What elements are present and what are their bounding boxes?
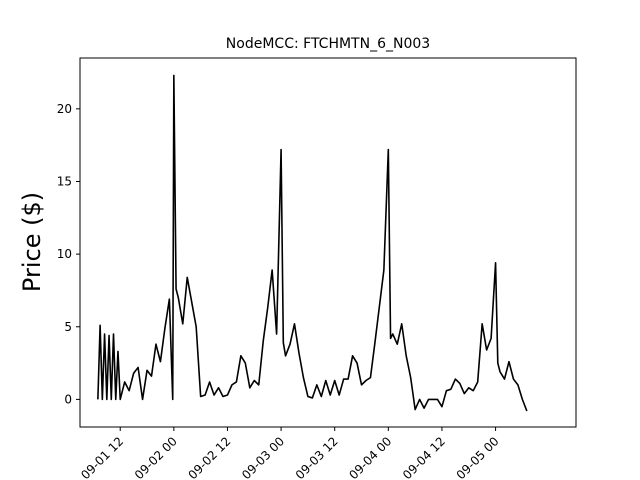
- y-axis: 0 5 10 15 20: [57, 102, 80, 406]
- y-tick-label: 5: [64, 320, 72, 334]
- x-axis: 09-01 12 09-02 00 09-02 12 09-03 00 09-03 12…: [78, 427, 502, 480]
- x-tick-label: 09-04 00: [346, 434, 394, 480]
- x-tick-label: 09-02 00: [132, 434, 180, 480]
- x-tick-label: 09-03 00: [239, 434, 287, 480]
- plot-frame: [79, 57, 577, 428]
- x-tick-label: 09-05 00: [454, 434, 502, 480]
- y-tick-label: 20: [57, 102, 72, 116]
- y-tick-label: 15: [57, 174, 72, 188]
- x-tick-label: 09-04 12: [400, 434, 448, 480]
- series-line-0: [97, 74, 528, 412]
- series-layer: [97, 74, 528, 412]
- chart-title: NodeMCC: FTCHMTN_6_N003: [226, 36, 430, 52]
- y-axis-label: Price ($): [18, 192, 46, 292]
- x-tick-label: 09-02 12: [186, 434, 234, 480]
- x-tick-label: 09-03 12: [293, 434, 341, 480]
- y-tick-label: 0: [64, 392, 72, 406]
- y-tick-label: 10: [57, 247, 72, 261]
- x-tick-label: 09-01 12: [78, 434, 126, 480]
